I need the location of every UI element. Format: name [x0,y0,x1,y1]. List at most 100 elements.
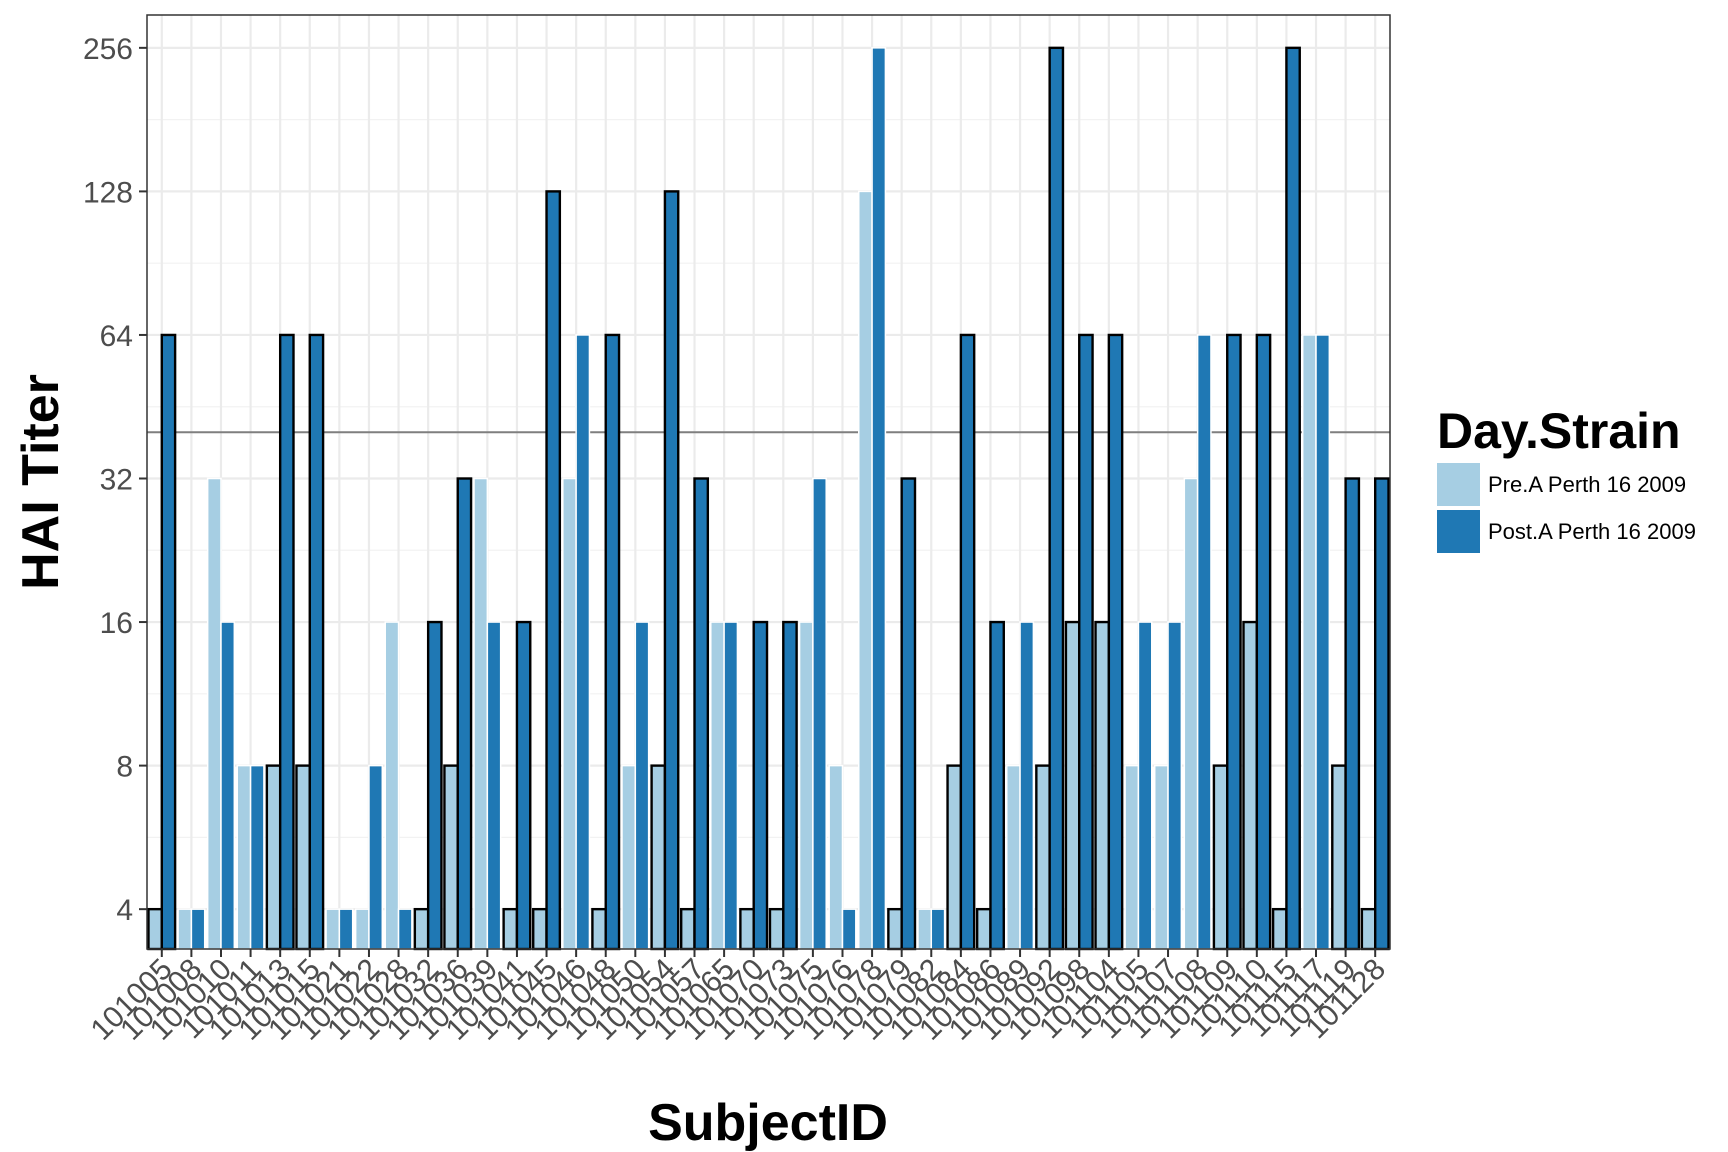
bar-post-101078 [871,47,887,950]
bar-post-101079 [900,477,917,951]
bar-pre-101036 [443,764,459,951]
bar-post-101010 [220,621,236,950]
bars-group [147,46,1390,951]
bar-post-101070 [752,620,769,951]
panel-border [146,14,1391,950]
bar-pre-101041 [502,907,519,951]
bar-post-101013 [278,333,295,951]
bar-post-101022 [368,764,384,950]
bar-post-101109 [1226,333,1242,951]
bar-pre-101107 [1153,764,1169,950]
bar-post-101065 [723,621,739,950]
bar-pre-101048 [591,907,607,951]
bar-post-101041 [515,620,532,951]
bar-post-101119 [1344,477,1361,951]
bar-pre-101057 [679,907,696,951]
bar-post-101086 [989,620,1005,951]
bar-pre-101070 [739,907,755,951]
x-axis-title: SubjectID [648,1094,888,1152]
bar-pre-101022 [354,908,370,950]
bar-post-101115 [1285,46,1301,951]
bar-pre-101086 [975,907,992,951]
legend-label-post: Post.A Perth 16 2009 [1488,519,1696,544]
legend-title: Day.Strain [1437,403,1681,459]
bar-post-101054 [663,190,680,951]
bar-post-101105 [1137,621,1153,950]
y-tick-label: 64 [100,320,133,353]
bar-post-101092 [1048,46,1065,951]
bar-pre-101013 [265,764,282,951]
bar-post-101098 [1078,333,1094,951]
bar-pre-101110 [1242,620,1259,951]
y-tick-label: 256 [83,33,133,66]
bar-post-101036 [456,477,473,951]
bar-pre-101108 [1183,477,1199,950]
panel-background [147,15,1390,949]
bar-post-101032 [426,620,443,951]
bar-post-101107 [1167,621,1183,950]
bar-pre-101045 [532,907,548,951]
bar-pre-101079 [887,907,903,951]
bar-post-101011 [249,764,265,950]
bar-pre-101065 [710,621,725,950]
bar-pre-101005 [147,907,163,951]
bar-pre-101050 [621,764,637,950]
bar-post-101128 [1374,477,1390,951]
bar-post-101104 [1107,333,1124,951]
y-axis-title: HAI Titer [12,374,70,590]
bar-pre-101073 [768,907,785,951]
bar-pre-101115 [1271,907,1288,951]
bar-post-101073 [782,620,798,951]
bar-pre-101089 [1005,764,1021,950]
bar-post-101050 [634,621,650,950]
bar-post-101039 [486,621,502,950]
y-tick-label: 32 [100,464,133,497]
bar-post-101117 [1315,334,1331,950]
bar-pre-101084 [946,764,963,951]
bar-pre-101046 [562,477,577,950]
bar-post-101028 [397,908,413,950]
bar-pre-101028 [384,621,400,950]
bar-pre-101039 [473,477,489,950]
x-axis: 1010051010081010101010111010131010151010… [85,949,1392,1047]
bar-pre-101011 [236,764,252,950]
bar-pre-101128 [1360,907,1377,951]
bar-pre-101092 [1035,764,1051,951]
y-tick-label: 4 [116,894,133,927]
bar-pre-101078 [858,190,873,950]
legend-key-post [1437,510,1480,553]
bar-post-101008 [190,908,206,950]
bar-post-101076 [841,908,857,950]
bar-post-101089 [1019,621,1035,950]
bar-post-101045 [545,190,562,951]
bar-post-101082 [930,908,946,950]
bar-pre-101117 [1301,334,1317,950]
bar-pre-101076 [828,764,844,950]
y-tick-label: 128 [83,176,133,209]
bar-pre-101008 [177,908,193,950]
bar-pre-101082 [917,908,933,950]
bar-pre-101104 [1094,620,1111,951]
legend-label-pre: Pre.A Perth 16 2009 [1488,472,1686,497]
bar-post-101005 [160,333,177,951]
bar-post-101048 [604,333,621,951]
bar-post-101108 [1196,334,1212,950]
bar-post-101021 [338,908,354,950]
bar-post-101046 [575,334,591,950]
bar-pre-101021 [325,908,341,950]
bar-pre-101032 [413,907,430,951]
bar-post-101015 [308,333,325,951]
bar-pre-101119 [1331,764,1347,951]
bar-pre-101105 [1124,764,1140,950]
bar-pre-101109 [1212,764,1229,951]
bar-post-101075 [812,477,827,950]
bar-pre-101010 [206,477,222,950]
y-tick-label: 8 [116,751,133,784]
legend-key-pre [1437,463,1480,506]
bar-pre-101054 [650,764,667,951]
y-tick-label: 16 [100,607,133,640]
bar-pre-101075 [798,621,814,950]
bar-post-101110 [1255,333,1272,951]
y-axis: 4 8 16 32 64 128 256 [83,33,147,927]
